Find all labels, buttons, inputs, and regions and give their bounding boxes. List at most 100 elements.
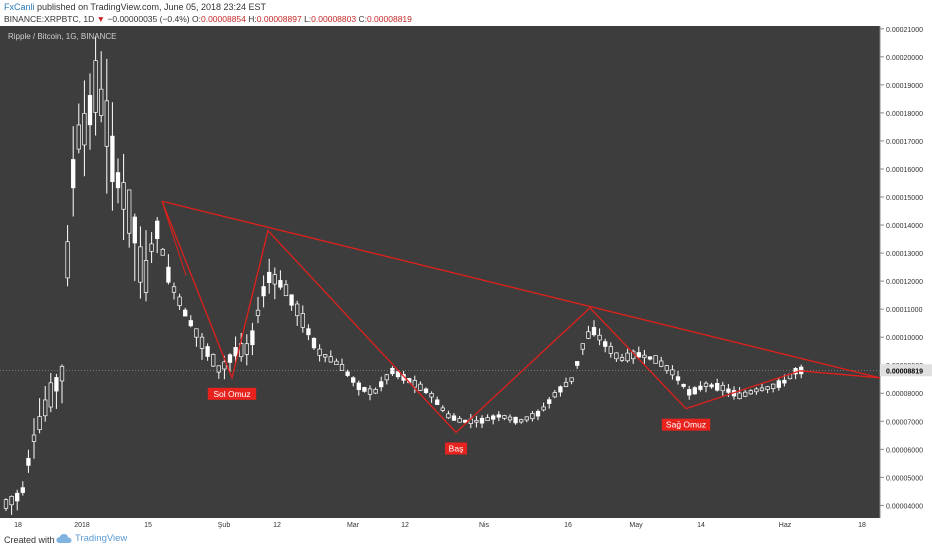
change-value: −0.00000035 (−0.4%) bbox=[107, 14, 190, 24]
candle-body bbox=[82, 113, 87, 146]
candle-body bbox=[48, 382, 53, 408]
price-tick-label: 0.00018000 bbox=[886, 111, 923, 118]
candle-body bbox=[183, 309, 188, 317]
candle-body bbox=[373, 389, 378, 394]
candle-body bbox=[681, 383, 686, 387]
candle-body bbox=[127, 189, 132, 234]
candle-body bbox=[614, 352, 619, 360]
candle-body bbox=[390, 368, 395, 375]
candle-body bbox=[608, 346, 613, 354]
candle-body bbox=[255, 309, 261, 316]
high-value: 0.00008897 bbox=[256, 14, 302, 24]
candle-body bbox=[759, 387, 765, 391]
candle-body bbox=[138, 246, 143, 283]
footer: Created with TradingView bbox=[0, 530, 932, 550]
candle-body bbox=[171, 286, 177, 293]
time-axis-background bbox=[0, 518, 880, 530]
candle-body bbox=[720, 384, 725, 392]
time-tick-label: 12 bbox=[273, 522, 281, 529]
time-tick-label: 14 bbox=[697, 522, 705, 529]
price-chart[interactable]: Sol Omuz Baş Sağ Omuz 0.00021000 0.00020000… bbox=[0, 26, 932, 530]
candle-body bbox=[362, 387, 367, 392]
candle-body bbox=[715, 383, 720, 391]
candle-body bbox=[155, 220, 160, 240]
candle-body bbox=[20, 487, 25, 493]
candle-body bbox=[703, 382, 709, 387]
candle-body bbox=[670, 369, 675, 376]
annotation-label: Sağ Omuz bbox=[666, 420, 706, 430]
candle-body bbox=[726, 388, 731, 393]
author-link[interactable]: FxCanli bbox=[4, 2, 35, 12]
candle-body bbox=[541, 406, 546, 411]
candle-body bbox=[115, 172, 121, 189]
price-tick-label: 0.00014000 bbox=[886, 223, 923, 230]
candle-body bbox=[384, 374, 389, 381]
candle-body bbox=[502, 415, 507, 419]
candle-body bbox=[283, 284, 289, 297]
candle-body bbox=[59, 365, 65, 382]
annotation-box bbox=[661, 418, 711, 431]
candle-body bbox=[748, 390, 753, 395]
time-tick-label: Şub bbox=[218, 522, 231, 529]
candle-body bbox=[412, 380, 417, 388]
price-tick-label: 0.00020000 bbox=[886, 55, 923, 62]
candle-body bbox=[440, 407, 445, 411]
time-tick-label: Mar bbox=[347, 522, 360, 529]
candle-body bbox=[491, 415, 496, 420]
candle-body bbox=[479, 417, 485, 424]
candle-body bbox=[121, 182, 126, 210]
candle-body bbox=[272, 274, 277, 285]
candle-body bbox=[71, 159, 76, 189]
tradingview-brand[interactable]: TradingView bbox=[56, 533, 127, 544]
candle-body bbox=[457, 418, 462, 423]
change-arrow-icon: ▼ bbox=[96, 14, 106, 24]
candle-body bbox=[306, 328, 311, 336]
price-tick-label: 0.00006000 bbox=[886, 447, 923, 454]
candle-body bbox=[323, 354, 328, 358]
candle-body bbox=[597, 334, 602, 341]
candle-body bbox=[199, 336, 205, 349]
price-tick-label: 0.00016000 bbox=[886, 167, 923, 174]
candle-body bbox=[659, 360, 664, 367]
time-axis[interactable]: 18 2018 15 Şub 12 Mar 12 Nis 16 May 14 Haz 18 bbox=[14, 522, 866, 529]
candle-body bbox=[311, 337, 317, 349]
price-axis[interactable]: 0.00021000 0.00020000 0.00019000 0.00018000… bbox=[880, 27, 932, 511]
open-label: O: bbox=[192, 14, 201, 24]
candles-layer bbox=[0, 36, 880, 515]
time-tick-label: 12 bbox=[401, 522, 409, 529]
candle-body bbox=[267, 271, 272, 284]
pattern-zigzag bbox=[161, 200, 881, 434]
candle-body bbox=[580, 343, 585, 350]
candle-body bbox=[205, 346, 210, 357]
candle-body bbox=[575, 361, 580, 366]
time-tick-label: 18 bbox=[14, 522, 22, 529]
candle-body bbox=[776, 380, 781, 388]
candle-body bbox=[743, 391, 748, 397]
candle-body bbox=[160, 248, 165, 256]
chart-area[interactable]: Sol Omuz Baş Sağ Omuz 0.00021000 0.00020000… bbox=[0, 26, 932, 530]
candle-body bbox=[194, 328, 199, 338]
candle-body bbox=[278, 280, 283, 288]
candle-body bbox=[295, 303, 300, 317]
candle-body bbox=[54, 377, 59, 392]
price-tick-label: 0.00010000 bbox=[886, 335, 923, 342]
price-tick-label: 0.00013000 bbox=[886, 251, 923, 258]
ohlc-row: BINANCE:XRPBTC, 1D ▼ −0.00000035 (−0.4%)… bbox=[4, 14, 412, 24]
price-tick-label: 0.00015000 bbox=[886, 195, 923, 202]
price-tick-label: 0.00017000 bbox=[886, 139, 923, 146]
candle-body bbox=[395, 371, 401, 378]
candle-body bbox=[636, 352, 641, 358]
candle-body bbox=[692, 387, 697, 395]
price-tick-label: 0.00005000 bbox=[886, 475, 923, 482]
pattern-spur bbox=[161, 201, 187, 276]
annotation-box bbox=[445, 442, 467, 455]
candle-body bbox=[782, 379, 787, 384]
created-with-text: Created with bbox=[4, 535, 55, 545]
candle-body bbox=[26, 458, 31, 466]
candle-body bbox=[507, 416, 513, 421]
candle-body bbox=[227, 354, 233, 363]
candle-body bbox=[300, 313, 305, 328]
price-tick-label: 0.00004000 bbox=[886, 503, 923, 510]
candle-body bbox=[698, 385, 703, 390]
price-tick-label: 0.00007000 bbox=[886, 419, 923, 426]
